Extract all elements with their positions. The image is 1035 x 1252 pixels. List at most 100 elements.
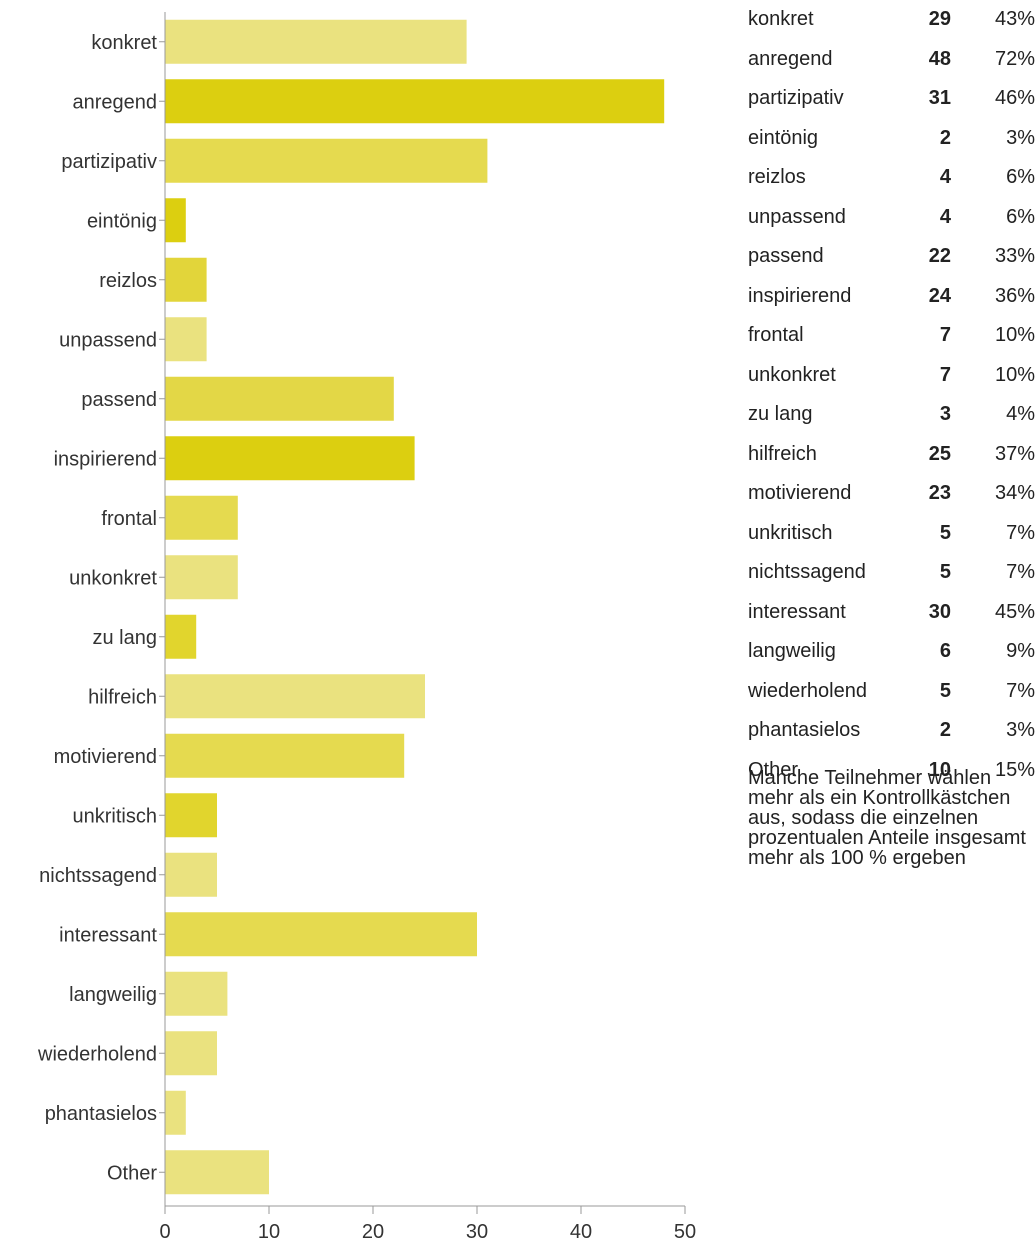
bar-16 (165, 971, 228, 1016)
category-label-18: phantasielos (45, 1103, 157, 1125)
legend-percent: 33% (994, 245, 1035, 268)
legend-count: 7 (939, 363, 951, 386)
legend-row: wiederholend 5 7% (748, 672, 1035, 712)
bar-10 (165, 614, 197, 659)
legend-row: zu lang 3 4% (748, 395, 1035, 435)
category-label-0: konkret (91, 32, 157, 54)
bar-8 (165, 495, 238, 540)
x-tick-label-0: 0 (159, 1221, 170, 1243)
bar-chart: konkret anregend partizipativ eintönig reizl… (37, 12, 696, 1243)
legend-row: interessant 30 45% (748, 593, 1035, 633)
category-label-12: motivierend (54, 746, 157, 768)
legend-count: 3 (939, 403, 951, 426)
category-label-7: inspirierend (54, 448, 157, 470)
legend-count: 6 (939, 640, 951, 663)
legend-percent: 37% (994, 442, 1035, 465)
legend-count: 5 (939, 521, 951, 544)
legend-count: 5 (939, 561, 951, 584)
legend-row: phantasielos 2 3% (748, 711, 1035, 751)
legend-category: eintönig (748, 126, 819, 149)
legend-table: konkret 29 43% anregend 48 72% partizipativ 31 4… (748, 0, 1035, 790)
legend-percent: 10% (994, 363, 1035, 386)
category-label-9: unkonkret (69, 567, 157, 589)
legend-count: 23 (928, 482, 951, 505)
legend-percent: 3% (1006, 719, 1035, 742)
legend-row: nichtssagend 5 7% (748, 553, 1035, 593)
legend-category: langweilig (748, 640, 836, 663)
category-label-2: partizipativ (61, 151, 157, 173)
legend-count: 31 (928, 87, 951, 110)
legend-percent: 72% (994, 47, 1035, 70)
category-label-10: zu lang (93, 627, 158, 649)
bar-0 (165, 19, 467, 64)
category-label-8: frontal (101, 508, 157, 530)
bar-15 (165, 912, 477, 957)
category-label-1: anregend (72, 91, 157, 113)
note-text: Manche Teilnehmer wählen mehr als ein Ko… (748, 767, 1026, 869)
bar-5 (165, 317, 207, 362)
category-label-15: interessant (59, 924, 157, 946)
bar-1 (165, 79, 665, 124)
bar-19 (165, 1150, 269, 1195)
legend-count: 25 (928, 442, 951, 465)
legend-percent: 4% (1006, 403, 1035, 426)
category-label-14: nichtssagend (39, 865, 157, 887)
legend-count: 24 (928, 284, 951, 307)
legend-percent: 10% (994, 324, 1035, 347)
legend-category: nichtssagend (748, 561, 866, 584)
bar-11 (165, 674, 425, 719)
legend-count: 4 (939, 166, 951, 189)
legend-percent: 43% (994, 8, 1035, 31)
category-label-5: unpassend (59, 329, 157, 351)
bar-18 (165, 1090, 186, 1135)
legend-percent: 6% (1006, 205, 1035, 228)
legend-row: unkonkret 7 10% (748, 356, 1035, 396)
legend-row: eintönig 2 3% (748, 119, 1035, 159)
legend-row: passend 22 33% (748, 237, 1035, 277)
legend-row: Other 10 15% (748, 751, 1035, 791)
legend-count: 29 (928, 8, 951, 31)
legend-percent: 36% (994, 284, 1035, 307)
x-tick-label-5: 50 (674, 1221, 696, 1243)
legend-row: unkritisch 5 7% (748, 514, 1035, 554)
bar-14 (165, 852, 217, 897)
legend-count: 10 (928, 758, 951, 781)
legend-percent: 7% (1006, 521, 1035, 544)
legend-row: anregend 48 72% (748, 40, 1035, 80)
legend-count: 2 (939, 719, 951, 742)
legend-row: partizipativ 31 46% (748, 79, 1035, 119)
legend-count: 48 (928, 47, 951, 70)
legend-category: konkret (748, 8, 814, 31)
bar-2 (165, 138, 488, 183)
legend-row: unpassend 4 6% (748, 198, 1035, 238)
category-label-3: eintönig (87, 210, 157, 232)
legend-category: phantasielos (748, 719, 861, 742)
legend-category: unpassend (748, 205, 846, 228)
legend-category: wiederholend (748, 679, 867, 702)
legend-row: reizlos 4 6% (748, 158, 1035, 198)
x-tick-label-2: 20 (362, 1221, 384, 1243)
x-tick-label-3: 30 (466, 1221, 488, 1243)
bar-17 (165, 1031, 217, 1076)
legend-category: unkonkret (748, 363, 836, 386)
legend-category: motivierend (748, 482, 852, 505)
legend-category: Other (748, 758, 799, 781)
legend-percent: 15% (994, 758, 1035, 781)
legend-percent: 7% (1006, 561, 1035, 584)
category-label-13: unkritisch (73, 805, 157, 827)
bar-9 (165, 555, 238, 600)
category-label-6: passend (81, 389, 157, 411)
legend-row: hilfreich 25 37% (748, 435, 1035, 475)
legend-category: partizipativ (748, 87, 844, 110)
legend-count: 2 (939, 126, 951, 149)
legend-row: motivierend 23 34% (748, 474, 1035, 514)
legend-percent: 6% (1006, 166, 1035, 189)
legend-percent: 34% (994, 482, 1035, 505)
legend-row: langweilig 6 9% (748, 632, 1035, 672)
legend-percent: 9% (1006, 640, 1035, 663)
legend-percent: 46% (994, 87, 1035, 110)
category-label-4: reizlos (99, 270, 157, 292)
legend-row: konkret 29 43% (748, 0, 1035, 40)
legend-category: interessant (748, 600, 846, 623)
bar-6 (165, 376, 394, 421)
